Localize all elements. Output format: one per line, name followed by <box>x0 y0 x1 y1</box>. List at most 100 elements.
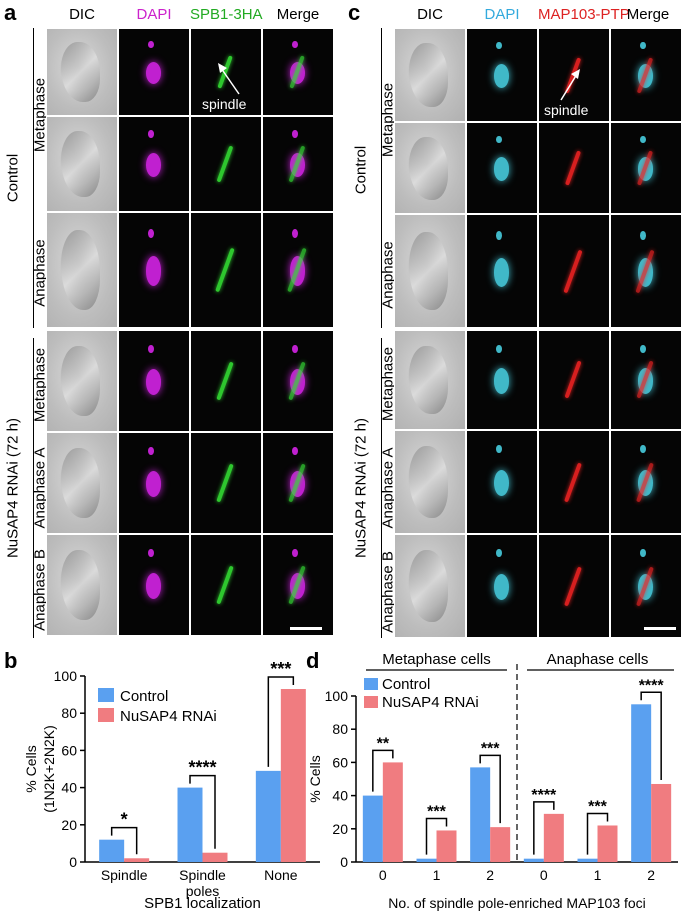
panel-c-micrograph-r3-c3 <box>610 330 682 430</box>
group-label-rnai-c: NuSAP4 RNAi (72 h) <box>352 417 370 559</box>
panel-letter-b: b <box>4 648 18 673</box>
bar-d-control-4 <box>577 858 598 862</box>
panel-a-micrograph-r3-c1 <box>118 330 190 432</box>
x-tick-label-b-1-0: Spindle <box>179 867 226 883</box>
group-bracket-control-a <box>33 28 34 328</box>
sig-bracket-d-4 <box>586 812 609 855</box>
panel-c-micrograph-r5-c3 <box>610 534 682 638</box>
bar-b-rnai-1 <box>202 852 228 862</box>
sig-label-b-0: * <box>121 810 128 830</box>
panel-a-micrograph-r5-c1 <box>118 534 190 636</box>
y-tick-label-b-3: 60 <box>61 742 77 758</box>
panel-c-micrograph-r2-c1 <box>466 214 538 328</box>
sig-bracket-b-1 <box>189 774 216 849</box>
panel-a-micrograph-r0-c2 <box>190 28 262 116</box>
bar-d-rnai-0 <box>382 762 403 862</box>
legend-label-b-control: Control <box>120 688 168 705</box>
panel-c-micrograph-r4-c0 <box>394 430 466 534</box>
y-tick-label-d-3: 60 <box>332 754 348 770</box>
group-bracket-rnai-c <box>381 338 382 638</box>
panel-c-micrograph-r0-c3 <box>610 28 682 122</box>
group-bracket-control-c <box>381 28 382 328</box>
y-tick-label-d-2: 40 <box>332 788 348 804</box>
panel-c-micrograph-r3-c0 <box>394 330 466 430</box>
y-axis-label-b-line2: (1N2K+2N2K) <box>41 725 57 813</box>
panel-letter-d: d <box>306 648 320 673</box>
panel-a-micrograph-r1-c2 <box>190 116 262 212</box>
x-tick-label-d-1: 1 <box>433 867 441 883</box>
y-tick-label-d-1: 20 <box>332 821 348 837</box>
panel-a-micrograph-r5-c2 <box>190 534 262 636</box>
panel-c-micrograph-r1-c2 <box>538 122 610 214</box>
panel-a-micrograph-r1-c1 <box>118 116 190 212</box>
panel-a-micrograph-r4-c2 <box>190 432 262 534</box>
sig-label-d-3: **** <box>531 787 557 804</box>
panel-c-micrograph-r2-c0 <box>394 214 466 328</box>
panel-c-micrograph-r2-c2 <box>538 214 610 328</box>
x-tick-label-d-4: 1 <box>594 867 602 883</box>
panel-a-micrograph-r0-c0 <box>46 28 118 116</box>
legend-label-d-control: Control <box>382 676 430 693</box>
panel-a-micrograph-r2-c1 <box>118 212 190 328</box>
legend-swatch-d-rnai <box>364 696 378 708</box>
panel-c-micrograph-r1-c1 <box>466 122 538 214</box>
bar-d-rnai-5 <box>651 783 672 862</box>
sig-label-d-4: *** <box>588 798 607 815</box>
bar-b-rnai-0 <box>124 858 150 862</box>
arrow-icon-spindle-a <box>218 63 240 95</box>
sig-label-b-2: *** <box>270 659 291 679</box>
panel-a-micrograph-r1-c0 <box>46 116 118 212</box>
sig-bracket-d-1 <box>425 817 448 855</box>
y-tick-label-b-4: 80 <box>61 705 77 721</box>
panel-c-micrograph-r0-c1 <box>466 28 538 122</box>
sig-bracket-b-2 <box>267 676 295 767</box>
column-label-dic-a: DIC <box>69 6 95 23</box>
column-label-spb1-a: SPB1-3HA <box>190 6 263 23</box>
sig-label-d-5: **** <box>639 677 665 694</box>
panel-c-micrograph-r3-c2 <box>538 330 610 430</box>
spindle-label-a: spindle <box>202 96 247 112</box>
y-tick-label-d-5: 100 <box>325 688 349 704</box>
column-label-dapi-c: DAPI <box>484 6 520 23</box>
panel-a-micrograph-r2-c3 <box>262 212 334 328</box>
y-tick-label-b-2: 40 <box>61 780 77 796</box>
panel-a-micrograph-r3-c0 <box>46 330 118 432</box>
x-tick-label-b-2-0: None <box>264 867 298 883</box>
panel-a-micrograph-r2-c2 <box>190 212 262 328</box>
spindle-label-c: spindle <box>544 102 589 118</box>
bar-d-control-1 <box>416 858 437 862</box>
panel-a-micrograph-r0-c1 <box>118 28 190 116</box>
panel-a-micrograph-r3-c2 <box>190 330 262 432</box>
sig-label-d-1: *** <box>427 803 446 820</box>
group-header-d-metaphase: Metaphase cells <box>382 651 490 668</box>
bar-b-control-1 <box>177 787 203 862</box>
sig-label-d-0: ** <box>377 735 390 752</box>
panel-c-micrograph-r1-c3 <box>610 122 682 214</box>
panel-a-micrograph-r1-c3 <box>262 116 334 212</box>
scale-bar-a <box>290 627 322 630</box>
column-label-dic-c: DIC <box>417 6 443 23</box>
group-label-control-c: Control <box>352 145 370 195</box>
y-axis-label-b-line1: % Cells <box>23 745 39 792</box>
panel-c-micrograph-r5-c2 <box>538 534 610 638</box>
y-tick-label-d-0: 0 <box>340 854 348 870</box>
x-tick-label-b-1-1: poles <box>186 883 219 899</box>
y-tick-label-b-5: 100 <box>54 668 78 684</box>
group-label-rnai-a: NuSAP4 RNAi (72 h) <box>4 417 22 559</box>
group-label-control-a: Control <box>4 153 22 203</box>
legend-swatch-d-control <box>364 678 378 690</box>
panel-a-micrograph-r4-c0 <box>46 432 118 534</box>
panel-letter-a: a <box>4 0 17 25</box>
panel-c-micrograph-r5-c1 <box>466 534 538 638</box>
column-label-map103-c: MAP103-PTP <box>538 6 630 23</box>
arrow-icon-spindle-c <box>560 69 580 101</box>
x-tick-label-d-5: 2 <box>647 867 655 883</box>
bar-d-rnai-1 <box>436 830 457 862</box>
y-tick-label-b-1: 20 <box>61 817 77 833</box>
column-label-merge-a: Merge <box>276 6 320 23</box>
panel-c-micrograph-r4-c2 <box>538 430 610 534</box>
panel-a-micrograph-r3-c3 <box>262 330 334 432</box>
panel-c-micrograph-r4-c1 <box>466 430 538 534</box>
x-tick-label-d-3: 0 <box>540 867 548 883</box>
